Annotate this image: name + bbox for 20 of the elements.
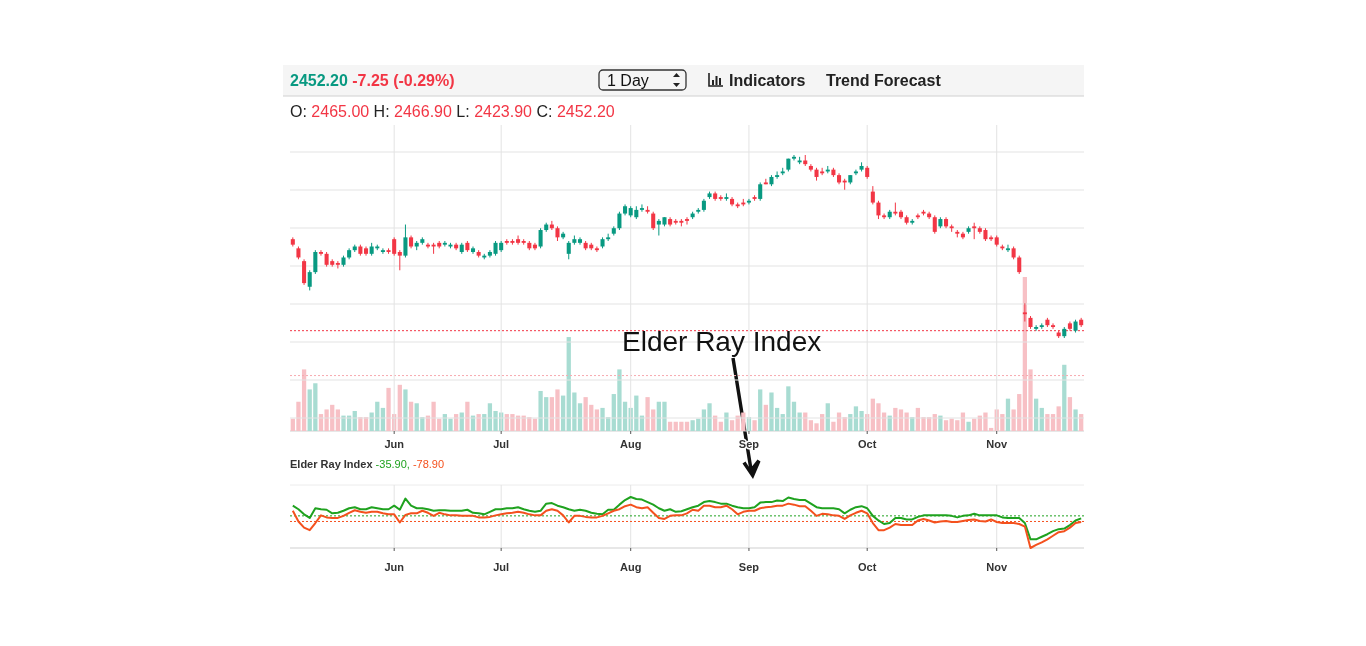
annotation: Elder Ray Index — [622, 326, 822, 357]
x-tick-label: Sep — [738, 561, 760, 573]
x-tick-label: Aug — [619, 438, 642, 450]
text: -35.90, — [372, 458, 410, 470]
chart-title: Elder Ray Index — [290, 458, 373, 470]
x-tick-label: Jul — [493, 561, 510, 573]
x-tick-label: Nov — [986, 561, 1008, 573]
x-tick-label: Jul — [493, 438, 510, 450]
text: Indicators — [729, 72, 806, 89]
chart-subtitle: O: 2465.00 H: 2466.90 L: 2423.90 C: 2452.20 — [290, 103, 615, 120]
x-tick-label: Nov — [986, 438, 1008, 450]
text: -78.90 — [409, 458, 445, 470]
text: 1 Day — [607, 72, 649, 89]
x-tick-label: Oct — [858, 438, 877, 450]
x-tick-label: Jun — [384, 438, 405, 450]
x-tick-label: Aug — [619, 561, 642, 573]
text: Trend Forecast — [826, 72, 942, 89]
chart-title: 2452.20 -7.25 (-0.29%) — [290, 72, 455, 89]
x-tick-label: Oct — [858, 561, 877, 573]
x-tick-label: Jun — [384, 561, 405, 573]
